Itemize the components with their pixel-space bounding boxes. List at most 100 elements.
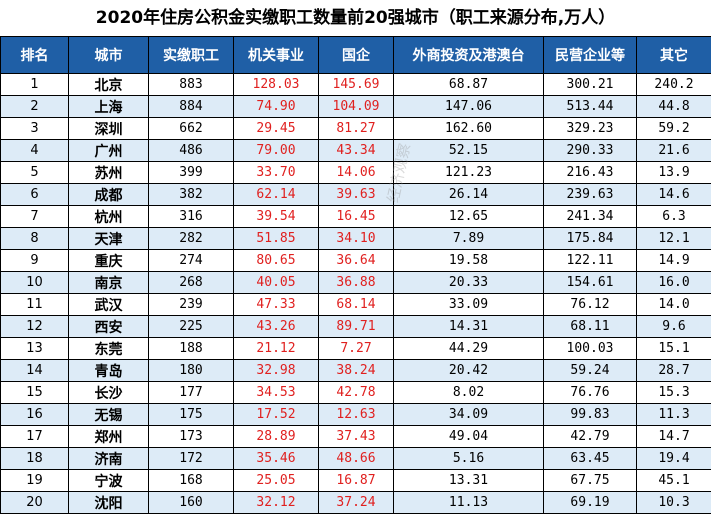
government-cell: 25.05	[233, 469, 319, 492]
foreign-cell: 20.42	[393, 359, 544, 382]
other-cell: 14.6	[636, 183, 711, 206]
other-cell: 240.2	[636, 73, 711, 96]
soe-cell: 39.63	[318, 183, 394, 206]
city-cell: 成都	[68, 183, 149, 206]
other-cell: 59.2	[636, 117, 711, 140]
other-cell: 6.3	[636, 205, 711, 228]
private-cell: 67.75	[543, 469, 637, 492]
other-cell: 15.3	[636, 381, 711, 404]
foreign-cell: 12.65	[393, 205, 544, 228]
other-cell: 10.3	[636, 491, 711, 514]
private-cell: 122.11	[543, 249, 637, 272]
foreign-cell: 14.31	[393, 315, 544, 338]
soe-cell: 37.43	[318, 425, 394, 448]
rank-cell: 18	[0, 447, 69, 470]
col-header-private: 民营企业等	[543, 36, 637, 74]
government-cell: 43.26	[233, 315, 319, 338]
table-row: 11 武汉 239 47.33 68.14 33.09 76.12 14.0	[0, 293, 711, 316]
private-cell: 290.33	[543, 139, 637, 162]
government-cell: 32.98	[233, 359, 319, 382]
city-cell: 东莞	[68, 337, 149, 360]
table-row: 12 西安 225 43.26 89.71 14.31 68.11 9.6	[0, 315, 711, 338]
private-cell: 175.84	[543, 227, 637, 250]
foreign-cell: 147.06	[393, 95, 544, 118]
city-cell: 苏州	[68, 161, 149, 184]
paid-workers-cell: 172	[148, 447, 234, 470]
paid-workers-cell: 274	[148, 249, 234, 272]
other-cell: 14.0	[636, 293, 711, 316]
paid-workers-cell: 175	[148, 403, 234, 426]
private-cell: 68.11	[543, 315, 637, 338]
city-cell: 西安	[68, 315, 149, 338]
city-cell: 武汉	[68, 293, 149, 316]
city-cell: 郑州	[68, 425, 149, 448]
col-header-rank: 排名	[0, 36, 69, 74]
table-row: 20 沈阳 160 32.12 37.24 11.13 69.19 10.3	[0, 491, 711, 514]
rank-cell: 3	[0, 117, 69, 140]
other-cell: 16.0	[636, 271, 711, 294]
foreign-cell: 44.29	[393, 337, 544, 360]
other-cell: 15.1	[636, 337, 711, 360]
rank-cell: 1	[0, 73, 69, 96]
city-cell: 宁波	[68, 469, 149, 492]
government-cell: 32.12	[233, 491, 319, 514]
private-cell: 76.76	[543, 381, 637, 404]
paid-workers-cell: 160	[148, 491, 234, 514]
other-cell: 14.7	[636, 425, 711, 448]
paid-workers-cell: 225	[148, 315, 234, 338]
city-cell: 北京	[68, 73, 149, 96]
private-cell: 63.45	[543, 447, 637, 470]
paid-workers-cell: 662	[148, 117, 234, 140]
government-cell: 34.53	[233, 381, 319, 404]
paid-workers-cell: 282	[148, 227, 234, 250]
soe-cell: 89.71	[318, 315, 394, 338]
private-cell: 239.63	[543, 183, 637, 206]
foreign-cell: 68.87	[393, 73, 544, 96]
foreign-cell: 7.89	[393, 227, 544, 250]
city-cell: 重庆	[68, 249, 149, 272]
rank-cell: 20	[0, 491, 69, 514]
table-row: 4 广州 486 79.00 43.34 52.15 290.33 21.6	[0, 139, 711, 162]
table-title: 2020年住房公积金实缴职工数量前20强城市（职工来源分布,万人）	[95, 8, 616, 28]
table-row: 16 无锡 175 17.52 12.63 34.09 99.83 11.3	[0, 403, 711, 426]
private-cell: 69.19	[543, 491, 637, 514]
other-cell: 11.3	[636, 403, 711, 426]
table-row: 8 天津 282 51.85 34.10 7.89 175.84 12.1	[0, 227, 711, 250]
government-cell: 35.46	[233, 447, 319, 470]
private-cell: 513.44	[543, 95, 637, 118]
table-row: 15 长沙 177 34.53 42.78 8.02 76.76 15.3	[0, 381, 711, 404]
rank-cell: 13	[0, 337, 69, 360]
government-cell: 74.90	[233, 95, 319, 118]
rank-cell: 11	[0, 293, 69, 316]
rank-cell: 8	[0, 227, 69, 250]
foreign-cell: 5.16	[393, 447, 544, 470]
soe-cell: 104.09	[318, 95, 394, 118]
rank-cell: 4	[0, 139, 69, 162]
city-cell: 广州	[68, 139, 149, 162]
private-cell: 100.03	[543, 337, 637, 360]
soe-cell: 16.45	[318, 205, 394, 228]
city-cell: 深圳	[68, 117, 149, 140]
government-cell: 17.52	[233, 403, 319, 426]
foreign-cell: 121.23	[393, 161, 544, 184]
city-cell: 天津	[68, 227, 149, 250]
government-cell: 21.12	[233, 337, 319, 360]
rank-cell: 7	[0, 205, 69, 228]
government-cell: 80.65	[233, 249, 319, 272]
paid-workers-cell: 173	[148, 425, 234, 448]
city-cell: 杭州	[68, 205, 149, 228]
table-row: 17 郑州 173 28.89 37.43 49.04 42.79 14.7	[0, 425, 711, 448]
table-row: 2 上海 884 74.90 104.09 147.06 513.44 44.8	[0, 95, 711, 118]
government-cell: 33.70	[233, 161, 319, 184]
rank-cell: 10	[0, 271, 69, 294]
foreign-cell: 11.13	[393, 491, 544, 514]
private-cell: 241.34	[543, 205, 637, 228]
rank-cell: 17	[0, 425, 69, 448]
government-cell: 51.85	[233, 227, 319, 250]
other-cell: 45.1	[636, 469, 711, 492]
other-cell: 9.6	[636, 315, 711, 338]
city-cell: 青岛	[68, 359, 149, 382]
table-row: 7 杭州 316 39.54 16.45 12.65 241.34 6.3	[0, 205, 711, 228]
other-cell: 12.1	[636, 227, 711, 250]
foreign-cell: 8.02	[393, 381, 544, 404]
